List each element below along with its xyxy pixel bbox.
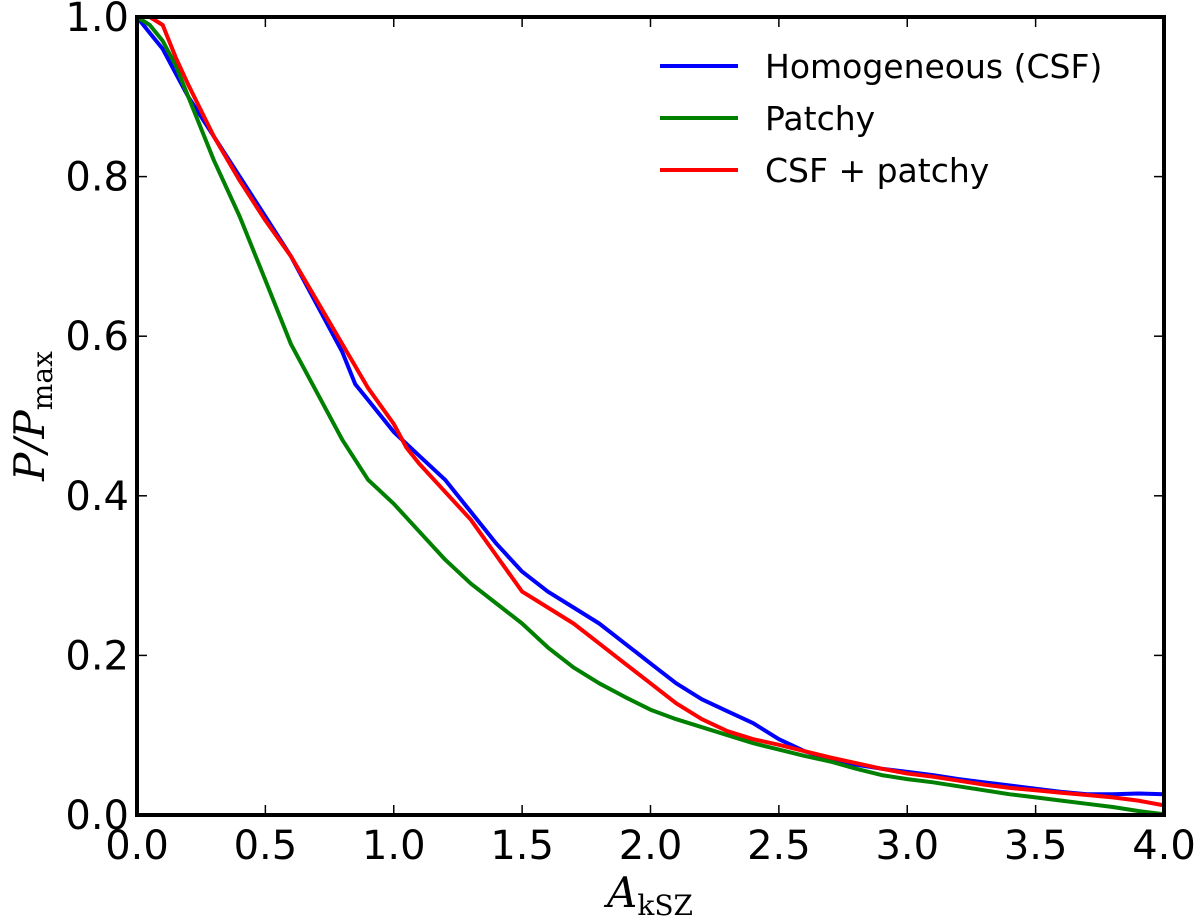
- x-axis-label-main: A: [603, 868, 637, 917]
- x-tick-label: 1.0: [362, 823, 426, 869]
- y-tick-label: 0.0: [65, 793, 129, 839]
- y-tick-label: 0.8: [65, 155, 129, 201]
- ticks-layer: 0.0 0.5 1.0 1.5 2.0 2.5 3.0 3.5 4.0 0.0 0.2 0.4 0.6 0…: [65, 0, 1195, 869]
- series-line-2: [137, 15, 1165, 808]
- x-axis-label: AkSZ: [603, 868, 693, 917]
- y-tick-label: 0.6: [65, 314, 129, 360]
- y-axis-label-sub: max: [26, 351, 59, 410]
- plot-frame: [135, 15, 1166, 817]
- legend-label-0: Homogeneous (CSF): [765, 47, 1102, 86]
- x-tick-label: 0.0: [105, 823, 169, 869]
- x-tick-label: 2.0: [619, 823, 683, 869]
- series-layer: [135, 15, 1165, 817]
- series-line-0: [135, 15, 1165, 797]
- x-tick-label: 0.5: [234, 823, 298, 869]
- y-tick-label: 0.2: [65, 633, 129, 679]
- legend: Homogeneous (CSF) Patchy CSF + patchy: [660, 47, 1102, 190]
- x-axis-label-sub: kSZ: [637, 889, 693, 917]
- y-tick-label: 0.4: [65, 474, 129, 520]
- legend-label-2: CSF + patchy: [765, 151, 989, 190]
- x-tick-label: 2.5: [747, 823, 811, 869]
- y-axis-label-main: P/P: [5, 409, 54, 481]
- x-tick-label: 3.5: [1004, 823, 1068, 869]
- y-axis-label: P/Pmax: [5, 351, 59, 482]
- legend-label-1: Patchy: [765, 99, 875, 138]
- series-line-1: [135, 15, 1165, 817]
- x-tick-label: 1.5: [490, 823, 554, 869]
- x-tick-label: 4.0: [1132, 823, 1196, 869]
- x-tick-label: 3.0: [875, 823, 939, 869]
- y-tick-label: 1.0: [65, 0, 129, 41]
